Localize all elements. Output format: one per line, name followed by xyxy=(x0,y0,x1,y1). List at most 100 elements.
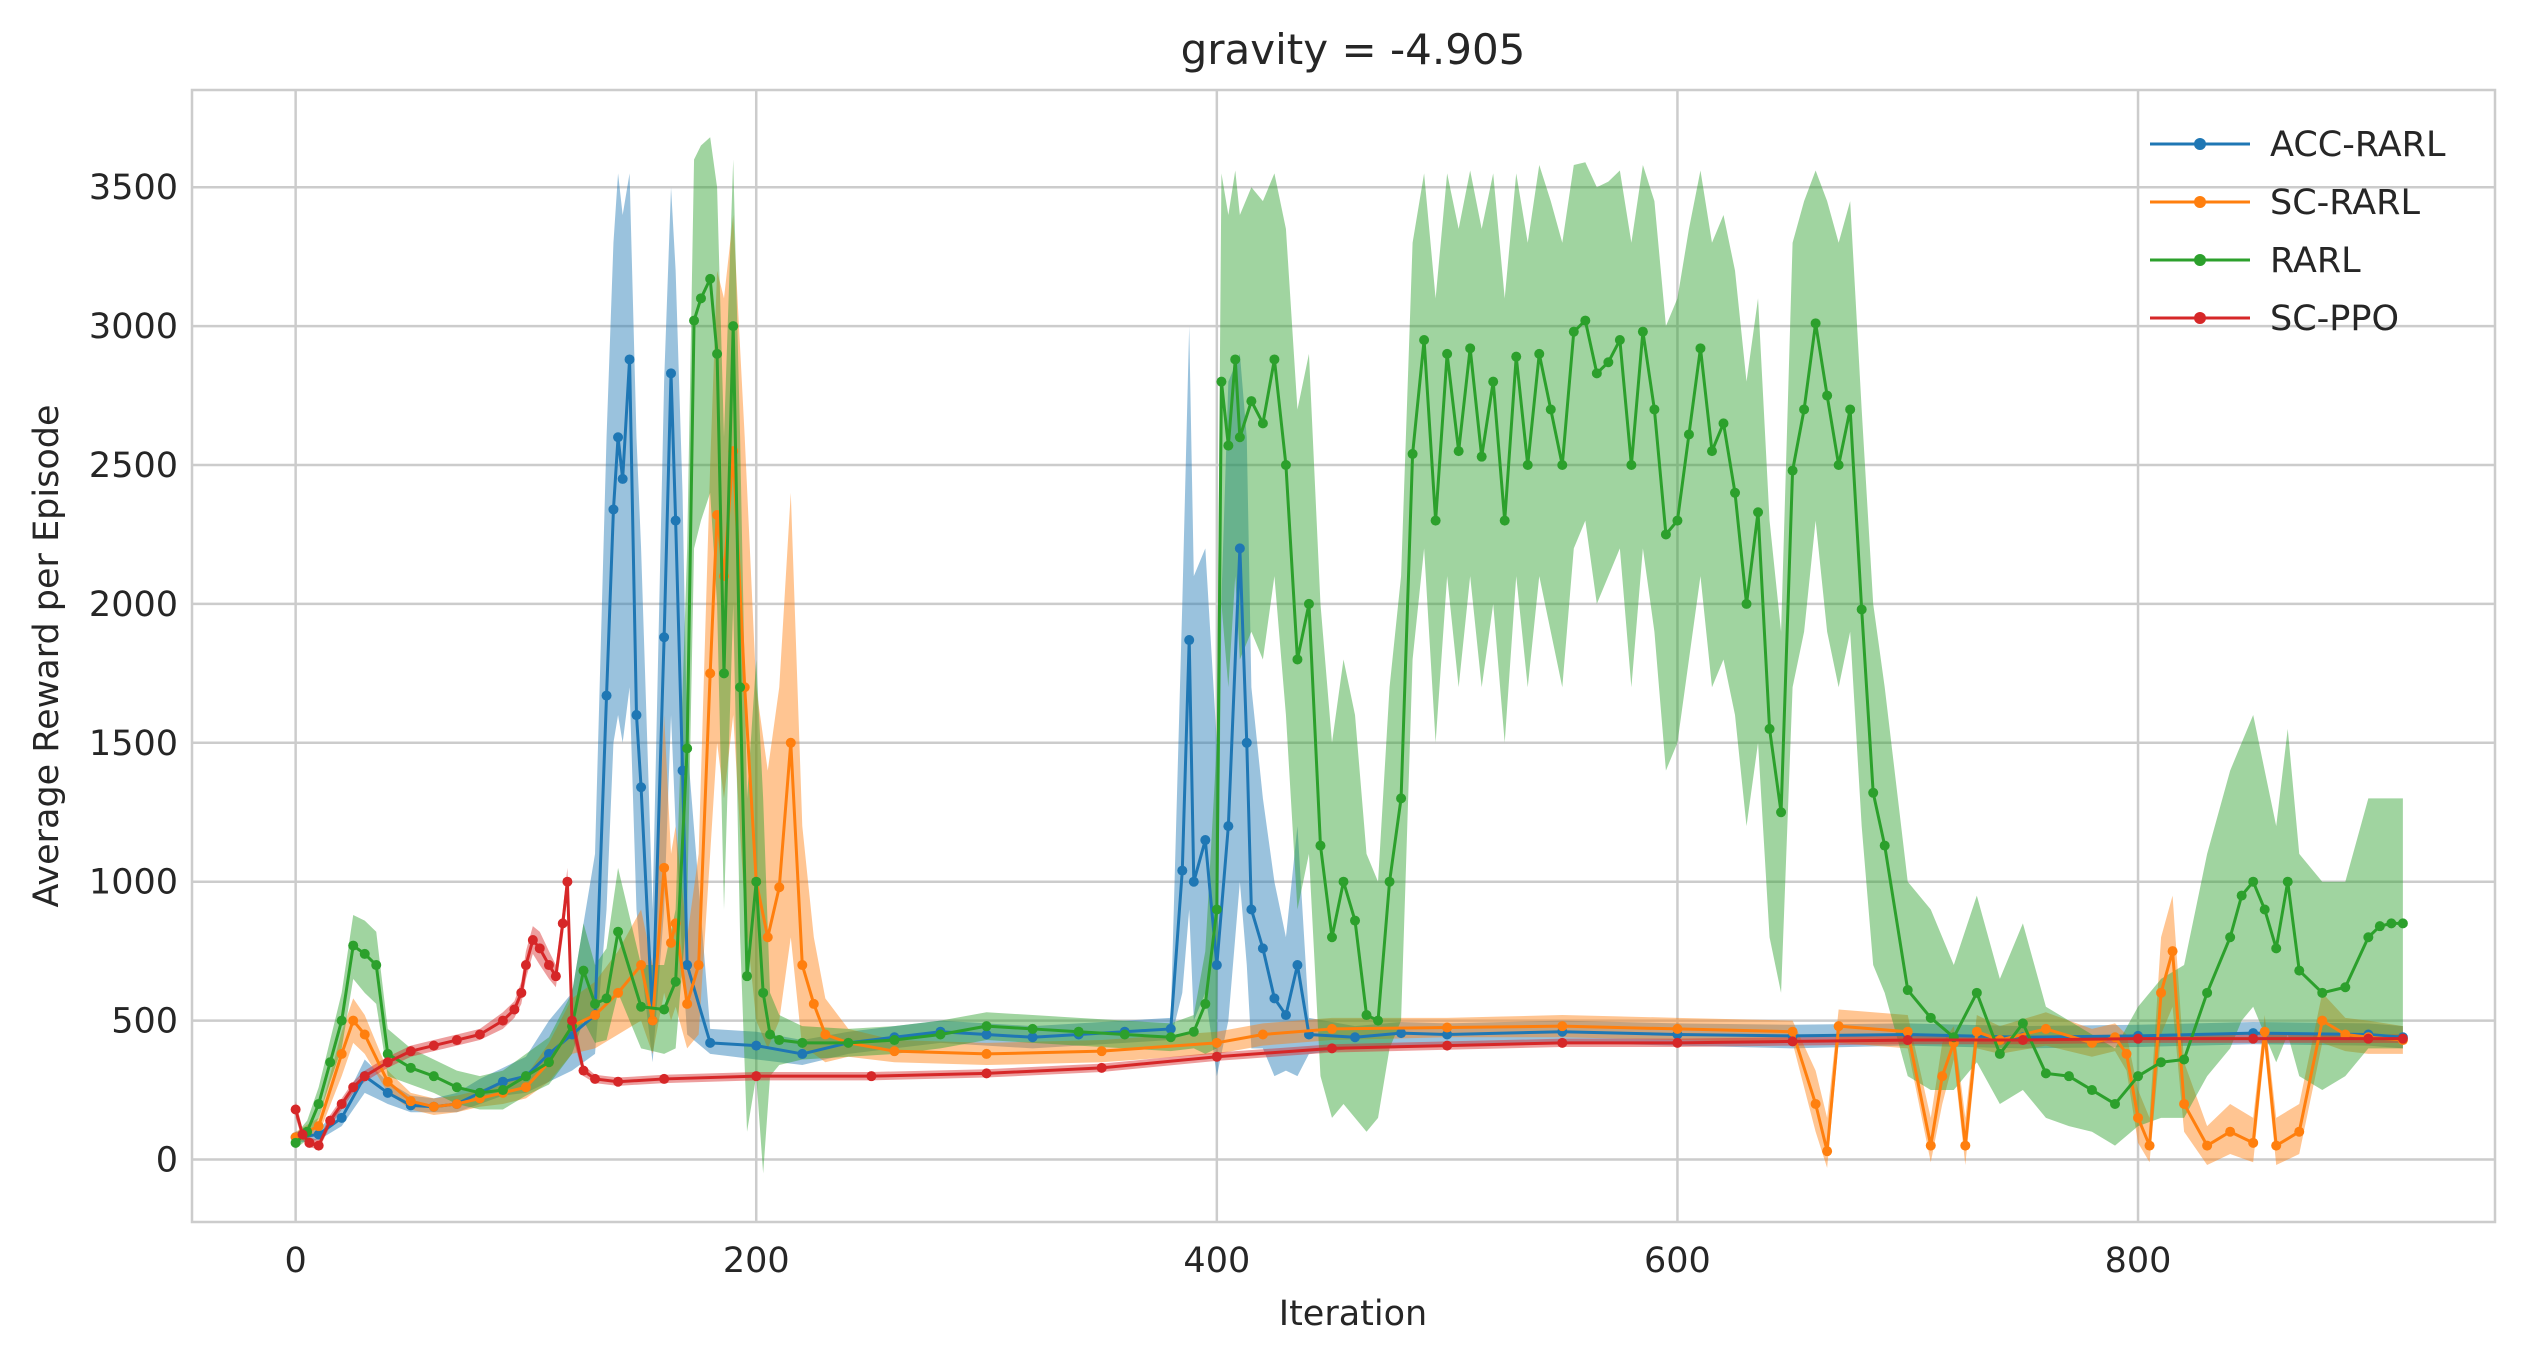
sc-rarl-point xyxy=(682,998,693,1009)
sc-ppo-point xyxy=(981,1068,992,1079)
sc-ppo-point xyxy=(550,971,561,982)
rarl-point xyxy=(2248,876,2259,887)
sc-rarl-point xyxy=(2202,1140,2213,1151)
sc-ppo-point xyxy=(1672,1037,1683,1048)
rarl-point xyxy=(2156,1057,2167,1068)
sc-rarl-point xyxy=(359,1029,370,1040)
rarl-point xyxy=(2110,1098,2121,1109)
sc-rarl-point xyxy=(428,1101,439,1112)
rarl-point xyxy=(1027,1023,1038,1034)
rarl-point xyxy=(1672,515,1683,526)
acc-rarl-point xyxy=(1269,993,1280,1004)
sc-rarl-point xyxy=(1960,1140,1971,1151)
rarl-band xyxy=(295,137,2403,1174)
rarl-point xyxy=(636,1001,647,1012)
y-tick-label: 3500 xyxy=(89,168,178,208)
rarl-point xyxy=(1810,318,1821,329)
sc-ppo-point xyxy=(325,1115,336,1126)
rarl-point xyxy=(712,348,723,359)
legend-label: ACC-RARL xyxy=(2270,125,2446,165)
x-tick-label: 600 xyxy=(1644,1241,1711,1281)
acc-rarl-point xyxy=(1177,865,1188,876)
sc-ppo-point xyxy=(613,1076,624,1087)
rarl-point xyxy=(1626,460,1637,471)
sc-ppo-point xyxy=(578,1065,589,1076)
y-tick-labels: 0 500 1000 1500 2000 2500 3000 3500 xyxy=(89,168,178,1180)
y-tick-label: 1000 xyxy=(89,863,178,903)
rarl-point xyxy=(1856,604,1867,615)
rarl-point xyxy=(359,948,370,959)
sc-ppo-point xyxy=(590,1073,601,1084)
rarl-point xyxy=(758,987,769,998)
rarl-point xyxy=(1534,348,1545,359)
rarl-point xyxy=(1073,1026,1084,1037)
rarl-point xyxy=(774,1035,785,1046)
plot-frame xyxy=(190,88,2497,1224)
rarl-point xyxy=(1660,529,1671,540)
acc-rarl-point xyxy=(636,782,647,793)
sc-rarl-point xyxy=(1925,1140,1936,1151)
rarl-point xyxy=(1303,598,1314,609)
rarl-point xyxy=(1257,418,1268,429)
sc-ppo-point xyxy=(516,987,527,998)
rarl-point xyxy=(1465,343,1476,354)
sc-ppo-point xyxy=(2133,1033,2144,1044)
rarl-point xyxy=(497,1085,508,1096)
rarl-point xyxy=(1338,876,1349,887)
rarl-point xyxy=(1822,390,1833,401)
rarl-point xyxy=(474,1087,485,1098)
rarl-point xyxy=(1753,507,1764,518)
acc-rarl-point xyxy=(1292,960,1303,971)
acc-rarl-point xyxy=(797,1048,808,1059)
rarl-point xyxy=(1211,904,1222,915)
rarl-point xyxy=(797,1037,808,1048)
acc-rarl-point xyxy=(1211,960,1222,971)
sc-rarl-point xyxy=(2167,946,2178,957)
sc-rarl-point xyxy=(820,1029,831,1040)
rarl-point xyxy=(2236,890,2247,901)
rarl-point xyxy=(1649,404,1660,415)
sc-rarl-point xyxy=(1557,1021,1568,1032)
rarl-point xyxy=(2397,918,2408,929)
y-axis-label: Average Reward per Episode xyxy=(27,404,67,907)
acc-rarl-line xyxy=(295,357,2404,1139)
acc-rarl-point xyxy=(659,632,670,643)
sc-rarl-point xyxy=(1971,1026,1982,1037)
rarl-point xyxy=(2294,965,2305,976)
rarl-point xyxy=(935,1029,946,1040)
rarl-point xyxy=(1833,460,1844,471)
rarl-point xyxy=(1292,654,1303,665)
acc-rarl-point xyxy=(682,960,693,971)
sc-rarl-point xyxy=(797,960,808,971)
sc-ppo-point xyxy=(1557,1037,1568,1048)
acc-rarl-point xyxy=(751,1040,762,1051)
sc-rarl-point xyxy=(2248,1137,2259,1148)
sc-ppo-point xyxy=(534,943,545,954)
sc-rarl-point xyxy=(666,937,677,948)
y-tick-label: 0 xyxy=(156,1140,178,1180)
rarl-point xyxy=(765,1029,776,1040)
y-tick-label: 3000 xyxy=(89,307,178,347)
rarl-point xyxy=(1223,440,1234,451)
rarl-point xyxy=(1845,404,1856,415)
sc-rarl-point xyxy=(520,1082,531,1093)
acc-rarl-point xyxy=(1241,737,1252,748)
sc-ppo-point xyxy=(1211,1051,1222,1062)
sc-ppo-point xyxy=(566,1015,577,1026)
rarl-point xyxy=(2179,1054,2190,1065)
acc-rarl-point xyxy=(1442,1029,1453,1040)
sc-rarl-point xyxy=(693,960,704,971)
acc-rarl-point xyxy=(617,473,628,484)
rarl-point xyxy=(659,1004,670,1015)
sc-ppo-point xyxy=(866,1071,877,1082)
rarl-point xyxy=(1637,326,1648,337)
legend-label: SC-RARL xyxy=(2270,183,2420,223)
rarl-point xyxy=(2017,1018,2028,1029)
sc-rarl-point xyxy=(382,1076,393,1087)
rarl-point xyxy=(313,1098,324,1109)
rarl-point xyxy=(451,1082,462,1093)
rarl-point xyxy=(1799,404,1810,415)
rarl-point xyxy=(2259,904,2270,915)
rarl-point xyxy=(1764,723,1775,734)
sc-ppo-point xyxy=(1787,1036,1798,1047)
